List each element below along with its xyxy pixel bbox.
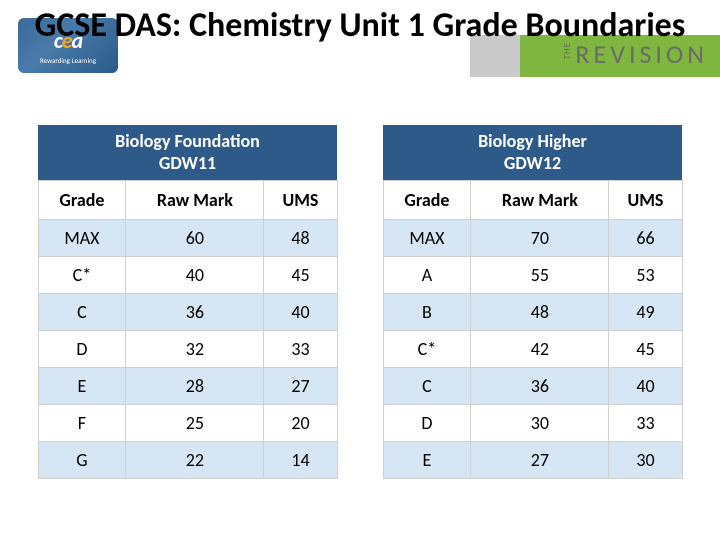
- tables-container: Biology Foundation GDW11 Grade Raw Mark …: [0, 125, 720, 479]
- cell-ums: 53: [609, 257, 682, 294]
- cell-grade: C*: [38, 257, 126, 294]
- cell-raw: 48: [471, 294, 609, 331]
- cell-raw: 25: [126, 405, 264, 442]
- logo-tagline: Rewarding Learning: [40, 56, 96, 65]
- cell-grade: F: [38, 405, 126, 442]
- cell-grade: A: [383, 257, 471, 294]
- cell-raw: 70: [471, 220, 609, 257]
- cell-ums: 20: [264, 405, 337, 442]
- cell-raw: 32: [126, 331, 264, 368]
- caption-line: Biology Foundation: [115, 130, 260, 152]
- cell-ums: 45: [264, 257, 337, 294]
- cell-grade: E: [38, 368, 126, 405]
- cell-raw: 27: [471, 442, 609, 479]
- cell-raw: 42: [471, 331, 609, 368]
- table-header-row: Grade Raw Mark UMS: [38, 181, 337, 220]
- cell-raw: 40: [126, 257, 264, 294]
- table-row: E2827: [38, 368, 337, 405]
- table-row: D3233: [38, 331, 337, 368]
- cell-raw: 36: [471, 368, 609, 405]
- table-row: G2214: [38, 442, 337, 479]
- cell-ums: 49: [609, 294, 682, 331]
- table-row: E2730: [383, 442, 682, 479]
- caption-line: Biology Higher: [478, 130, 587, 152]
- table-row: A5553: [383, 257, 682, 294]
- cell-grade: B: [383, 294, 471, 331]
- table-row: F2520: [38, 405, 337, 442]
- cell-raw: 55: [471, 257, 609, 294]
- table-row: C*4045: [38, 257, 337, 294]
- table-row: C3640: [38, 294, 337, 331]
- col-ums: UMS: [609, 181, 682, 220]
- cell-ums: 33: [609, 405, 682, 442]
- higher-table: Biology Higher GDW12 Grade Raw Mark UMS …: [383, 125, 683, 479]
- cell-grade: MAX: [383, 220, 471, 257]
- cell-ums: 45: [609, 331, 682, 368]
- cell-ums: 14: [264, 442, 337, 479]
- cell-ums: 33: [264, 331, 337, 368]
- cell-raw: 22: [126, 442, 264, 479]
- table-row: C3640: [383, 368, 682, 405]
- table-row: B4849: [383, 294, 682, 331]
- caption-line: GDW11: [159, 152, 216, 174]
- cell-ums: 40: [609, 368, 682, 405]
- cell-grade: C*: [383, 331, 471, 368]
- table-row: D3033: [383, 405, 682, 442]
- caption-line: GDW12: [504, 152, 561, 174]
- cell-ums: 66: [609, 220, 682, 257]
- table-header-row: Grade Raw Mark UMS: [383, 181, 682, 220]
- cell-raw: 36: [126, 294, 264, 331]
- higher-caption: Biology Higher GDW12: [383, 125, 682, 181]
- cell-ums: 30: [609, 442, 682, 479]
- cell-grade: C: [383, 368, 471, 405]
- cell-raw: 60: [126, 220, 264, 257]
- col-grade: Grade: [383, 181, 471, 220]
- table-row: C*4245: [383, 331, 682, 368]
- col-ums: UMS: [264, 181, 337, 220]
- cell-grade: G: [38, 442, 126, 479]
- cell-raw: 28: [126, 368, 264, 405]
- cell-grade: D: [383, 405, 471, 442]
- cell-ums: 48: [264, 220, 337, 257]
- cell-grade: D: [38, 331, 126, 368]
- cell-ums: 27: [264, 368, 337, 405]
- cell-grade: C: [38, 294, 126, 331]
- foundation-table: Biology Foundation GDW11 Grade Raw Mark …: [38, 125, 338, 479]
- slide-header: cea Rewarding Learning THE REVISION GCSE…: [0, 0, 720, 115]
- cell-raw: 30: [471, 405, 609, 442]
- col-raw-mark: Raw Mark: [471, 181, 609, 220]
- slide-title: GCSE DAS: Chemistry Unit 1 Grade Boundar…: [0, 6, 720, 45]
- table-row: MAX6048: [38, 220, 337, 257]
- col-raw-mark: Raw Mark: [126, 181, 264, 220]
- foundation-caption: Biology Foundation GDW11: [38, 125, 337, 181]
- cell-grade: MAX: [38, 220, 126, 257]
- col-grade: Grade: [38, 181, 126, 220]
- cell-grade: E: [383, 442, 471, 479]
- cell-ums: 40: [264, 294, 337, 331]
- table-row: MAX7066: [383, 220, 682, 257]
